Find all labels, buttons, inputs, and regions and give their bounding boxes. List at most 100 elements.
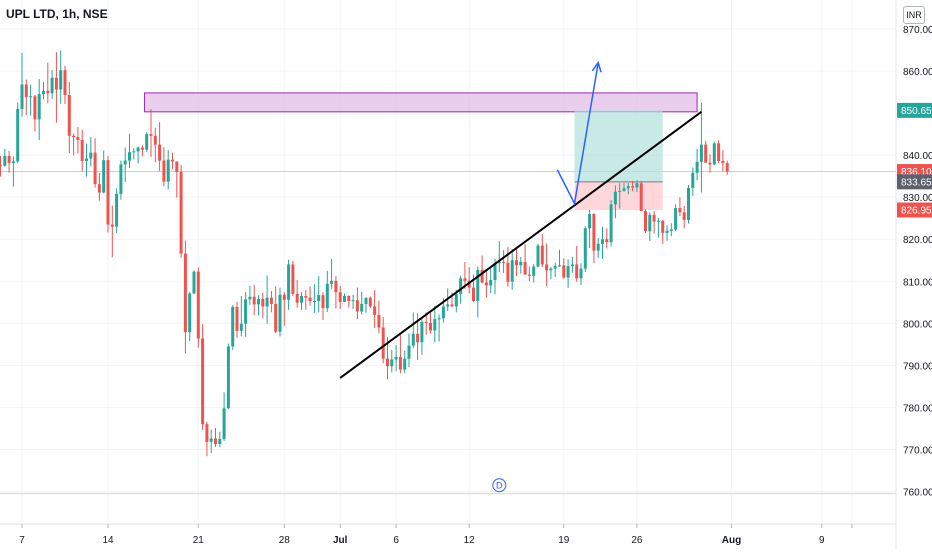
candle-body [29,96,33,98]
candle-body [93,152,97,185]
candle [85,143,88,177]
candle-body [72,135,76,138]
candle [24,79,28,116]
candle [183,240,187,354]
y-tick-label: 790.00 [903,361,932,372]
candle [97,172,101,201]
candle [601,226,604,259]
candle [717,140,721,164]
candle-body [515,260,518,266]
candle [398,334,402,374]
candle [682,206,686,229]
candle [325,270,329,312]
candle [89,137,93,167]
candle [489,266,493,294]
candle [205,421,209,457]
candle [377,300,381,334]
candle-body [325,283,329,309]
candle [343,293,346,302]
resistance-zone [144,92,698,113]
candle-body [192,271,196,294]
candle-body [631,186,635,188]
candle-body [252,296,256,305]
candle-body [214,438,217,444]
candle-body [712,143,716,165]
candle [33,95,37,132]
candle [248,285,252,305]
candle-body [312,301,316,303]
candle [93,138,97,188]
x-axis-ticks: 7 14 21 28 Jul 6 12 19 26 Aug 9 [19,524,853,546]
candle [334,276,338,309]
candle-body [115,193,119,227]
candle-body [24,84,28,98]
candle [687,184,690,224]
candle [420,317,424,355]
candle [699,102,703,193]
candle-body [338,292,342,302]
candle [153,127,157,163]
candle-body [106,160,110,225]
candle-body [424,322,428,324]
currency-button[interactable]: INR [903,6,925,24]
candle-body [613,191,617,205]
candle-body [510,260,514,282]
candle-body [695,161,699,173]
candle [80,129,84,172]
candle-body [605,239,609,243]
candle [222,392,226,442]
candle-body [222,408,226,439]
candle-body [295,293,299,303]
candle-body [411,333,415,346]
candle [274,286,278,333]
candle-body [175,161,179,172]
candle [192,270,196,294]
candle-body [678,208,682,213]
candle [669,223,673,237]
candle [656,217,660,238]
candle [403,350,407,374]
candle-body [416,333,420,343]
candle-body [166,159,170,182]
candle-body [373,306,377,315]
candle-body [330,280,334,284]
candle-body [566,266,570,278]
candle [480,255,484,284]
candle-body [476,269,480,302]
candle [214,428,217,447]
candle-body [183,253,187,333]
candle-body [377,314,381,328]
candle [424,312,428,335]
candle-body [493,263,497,281]
candle-body [291,264,295,294]
candle [29,84,33,116]
candle [721,150,725,172]
candle [527,266,531,282]
candle [11,156,15,187]
candle [42,81,45,100]
candle-body [669,229,673,231]
candle-body [33,96,37,120]
candle [175,161,179,198]
candle [545,243,549,287]
candle-body [287,264,291,300]
candle [536,243,540,268]
candle [484,269,488,298]
candle [76,126,80,154]
candle [304,290,308,310]
x-tick-label: 7 [19,535,25,546]
candle-body [368,297,372,307]
candle-body [7,155,11,164]
candle [7,150,11,173]
candle-body [489,280,493,286]
candle-body [553,266,557,269]
candle-body [403,358,407,370]
candle-body [239,323,243,331]
x-tick-label: 21 [193,535,205,546]
candle [20,52,24,117]
candle [609,200,613,247]
candle-body [708,162,712,165]
candle [381,317,385,364]
